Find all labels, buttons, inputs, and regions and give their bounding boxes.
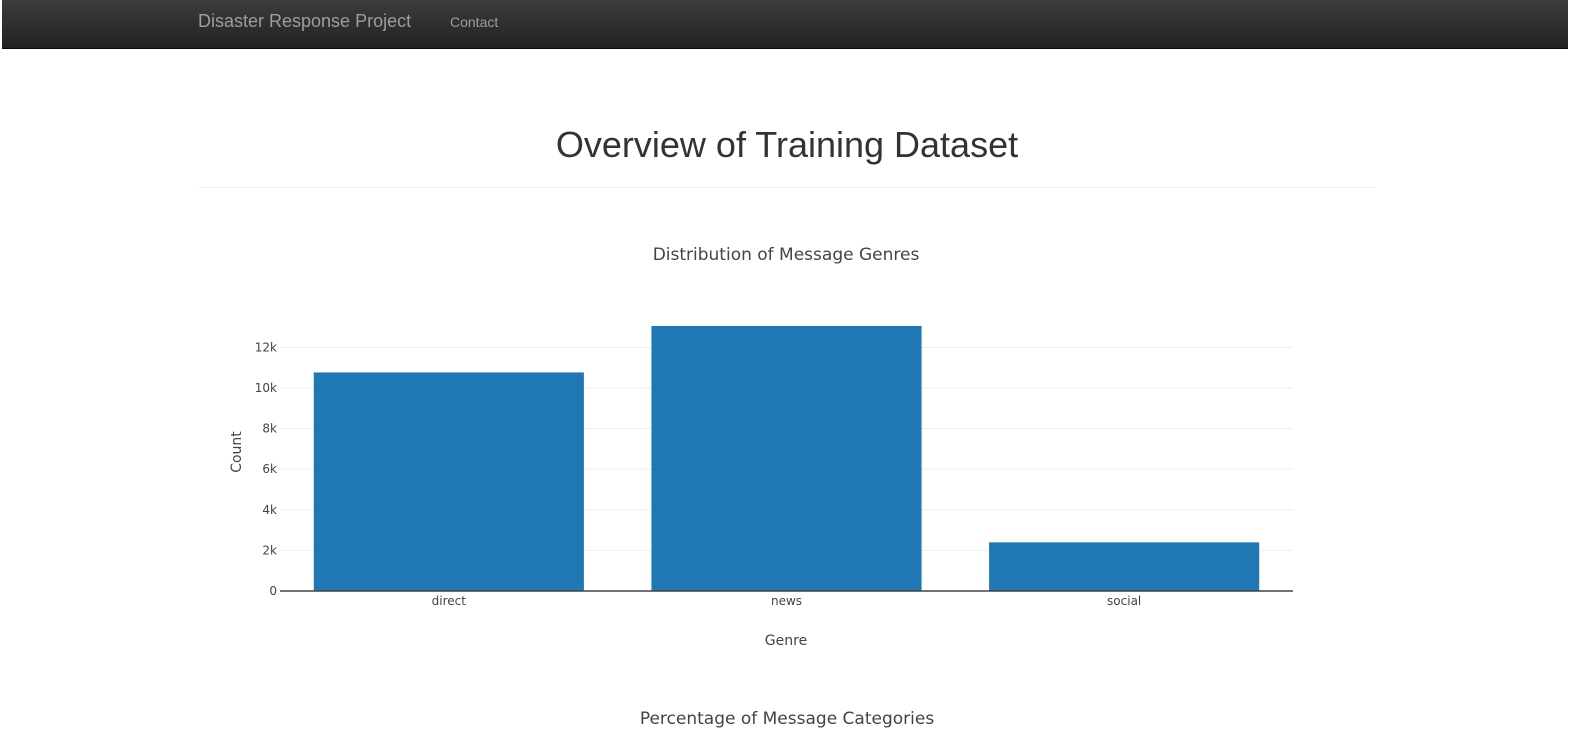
title-divider	[198, 187, 1376, 188]
x-tick-label: direct	[432, 594, 467, 608]
y-tick-label: 6k	[262, 462, 277, 476]
x-axis-title: Genre	[765, 633, 807, 649]
y-tick-label: 0	[269, 584, 277, 598]
y-axis-title: Count	[229, 431, 245, 473]
navbar-brand[interactable]: Disaster Response Project	[198, 11, 412, 31]
navbar: Disaster Response Project Contact	[2, 0, 1568, 49]
chart-title: Distribution of Message Genres	[653, 245, 920, 265]
x-tick-label: news	[771, 594, 802, 608]
y-tick-label: 2k	[262, 543, 277, 557]
nav-link-contact[interactable]: Contact	[450, 14, 499, 30]
bar-news	[651, 326, 922, 591]
y-tick-label: 4k	[262, 503, 277, 517]
x-tick-label: social	[1107, 594, 1141, 608]
y-tick-label: 12k	[255, 340, 277, 354]
x-axis-ticks: direct news social	[432, 594, 1142, 608]
bar-direct	[313, 372, 584, 591]
y-axis-ticks: 0 2k 4k 6k 8k 10k 12k	[255, 340, 277, 598]
page-title: Overview of Training Dataset	[555, 124, 1019, 165]
genre-distribution-chart: Distribution of Message Genres 0 2k 4k 6k 8k…	[229, 245, 1293, 649]
y-tick-label: 10k	[255, 381, 277, 395]
y-tick-label: 8k	[262, 422, 277, 436]
second-chart-title: Percentage of Message Categories	[639, 709, 935, 729]
bars	[280, 326, 1293, 592]
bar-social	[989, 542, 1260, 591]
